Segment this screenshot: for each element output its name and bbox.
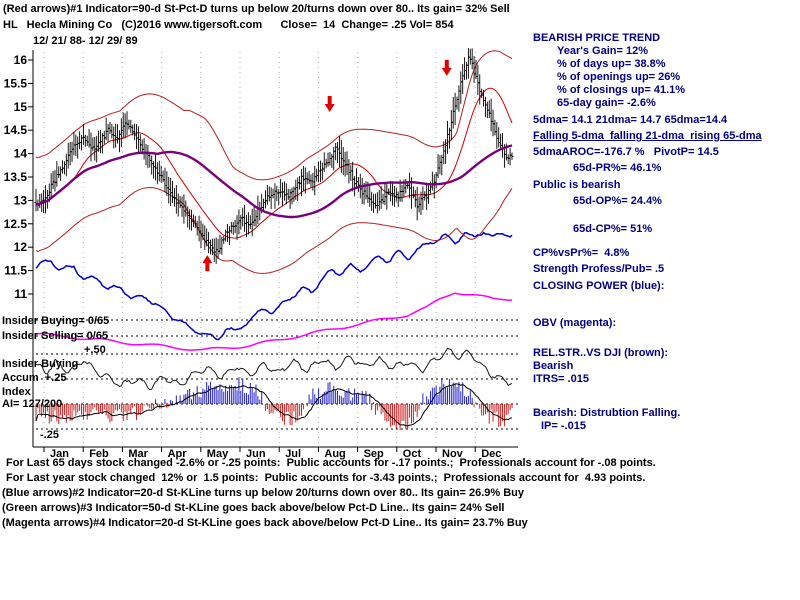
svg-text:11.5: 11.5 xyxy=(4,264,27,278)
svg-text:Oct: Oct xyxy=(403,448,422,460)
pr65-stat: 65d-PR%= 46.1% xyxy=(573,162,662,174)
svg-text:16: 16 xyxy=(14,53,28,67)
red-arrows-signal-legend: (Red arrows)#1 Indicator=90-d St-Pct-D t… xyxy=(3,3,510,15)
ai-value-label: AI= 127/200 xyxy=(2,398,63,410)
dma-values-stat: 5dma= 14.1 21dma= 14.7 65dma=14.4 xyxy=(533,114,728,126)
svg-text:15.5: 15.5 xyxy=(4,76,28,90)
svg-text:Dec: Dec xyxy=(481,448,501,460)
green-arrows-signal-legend: (Green arrows)#3 Indicator=50-d St-KLine… xyxy=(2,502,505,514)
days-up-stat: % of days up= 38.8% xyxy=(557,58,666,70)
index-label: Index xyxy=(2,386,31,398)
magenta-arrows-signal-legend: (Magenta arrows)#4 Indicator=20-d St-KLi… xyxy=(2,517,528,529)
svg-text:11: 11 xyxy=(14,287,27,301)
bearish-price-trend-label: BEARISH PRICE TREND xyxy=(533,32,661,44)
aroc-pivot-stat: 5dmaAROC=-176.7 % PivotP= 14.5 xyxy=(533,146,719,158)
svg-text:Nov: Nov xyxy=(442,448,464,460)
openings-up-stat: % of openings up= 26% xyxy=(557,71,681,83)
distribution-label: Bearish: Distrubtion Falling. xyxy=(533,407,681,419)
dma-trend-stat: Falling 5-dma falling 21-dma rising 65-d… xyxy=(533,130,762,142)
ip-stat: IP= -.015 xyxy=(541,420,586,432)
svg-text:13: 13 xyxy=(14,193,28,207)
svg-text:Jul: Jul xyxy=(285,448,301,460)
last-65-days-summary: For Last 65 days stock changed -2.6% or … xyxy=(6,457,656,469)
years-gain-stat: Year's Gain= 12% xyxy=(557,45,648,57)
closings-up-stat: % of closings up= 41.1% xyxy=(557,84,686,96)
blue-arrows-signal-legend: (Blue arrows)#2 Indicator=20-d St-KLine … xyxy=(2,487,525,499)
last-year-summary: For Last year stock changed 12% or 1.5 p… xyxy=(6,472,646,484)
svg-text:Feb: Feb xyxy=(89,448,109,460)
svg-text:Aug: Aug xyxy=(324,448,345,460)
svg-text:14: 14 xyxy=(14,147,28,161)
gain-65day-stat: 65-day gain= -2.6% xyxy=(557,97,656,109)
svg-text:May: May xyxy=(207,448,229,460)
cp65-stat: 65d-CP%= 51% xyxy=(573,223,653,235)
itrs-stat: ITRS= .015 xyxy=(533,373,589,385)
svg-text:Jan: Jan xyxy=(50,448,69,460)
plus-50-scale-label: +.50 xyxy=(84,344,106,356)
svg-text:Sep: Sep xyxy=(364,448,384,460)
svg-text:Apr: Apr xyxy=(168,448,188,460)
obv-label: OBV (magenta): xyxy=(533,317,617,329)
ticker-summary-header: HL Hecla Mining Co (C)2016 www.tigersoft… xyxy=(3,19,454,31)
closing-power-label: CLOSING POWER (blue): xyxy=(533,280,665,292)
svg-text:14.5: 14.5 xyxy=(4,123,28,137)
public-sentiment-label: Public is bearish xyxy=(533,179,621,191)
svg-text:12.5: 12.5 xyxy=(4,217,28,231)
svg-text:Mar: Mar xyxy=(128,448,148,460)
cp-vs-pr-stat: CP%vsPr%= 4.8% xyxy=(533,247,630,259)
svg-text:13.5: 13.5 xyxy=(4,170,28,184)
svg-text:15: 15 xyxy=(14,100,28,114)
minus-25-scale-label: -.25 xyxy=(40,429,59,441)
rel-str-bearish-label: Bearish xyxy=(533,360,574,372)
svg-text:Jun: Jun xyxy=(246,448,266,460)
accum-plus25-label: Accum +.25 xyxy=(2,372,67,384)
svg-text:12: 12 xyxy=(14,240,28,254)
insider-buying-label: Insider Buying xyxy=(2,358,79,370)
date-range-label: 12/ 21/ 88- 12/ 29/ 89 xyxy=(33,35,138,47)
insider-selling-count: Insider Selling= 0/65 xyxy=(2,330,109,342)
op65-stat: 65d-OP%= 24.4% xyxy=(573,195,662,207)
strength-ratio-stat: Strength Profess/Pub= .5 xyxy=(533,263,665,275)
rel-str-label: REL.STR..VS DJI (brown): xyxy=(533,347,669,359)
insider-buying-count: Insider Buying= 0/65 xyxy=(2,315,110,327)
